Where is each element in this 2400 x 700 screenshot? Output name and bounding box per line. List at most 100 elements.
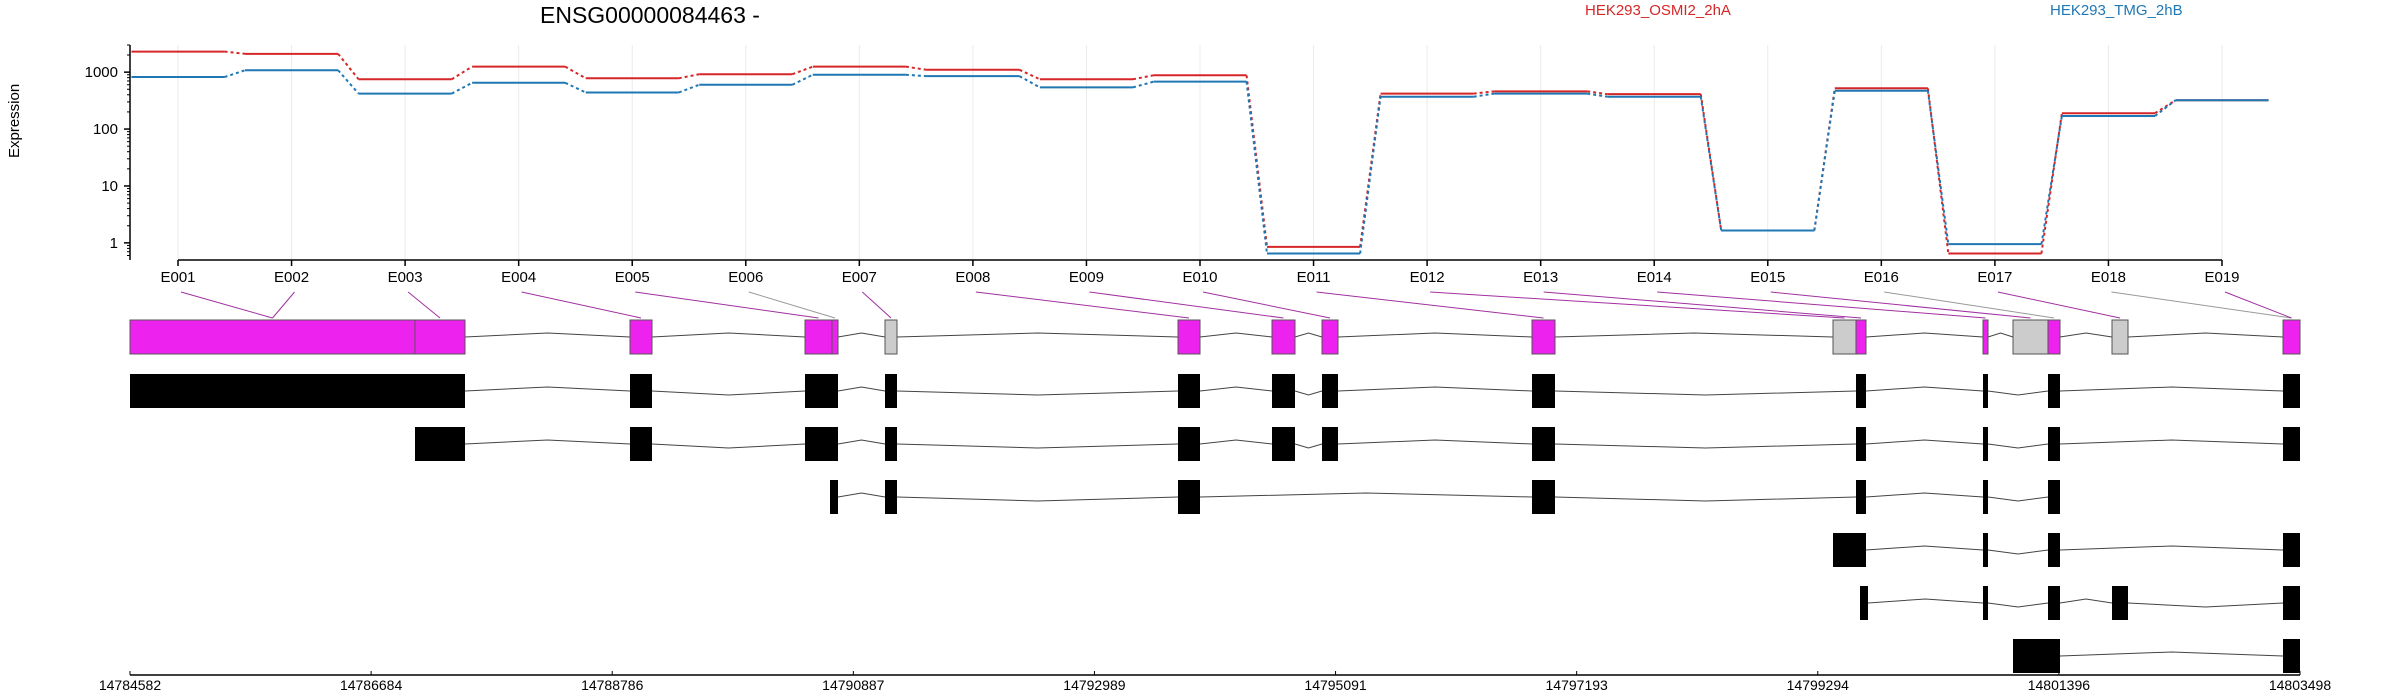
exon-block: [2048, 533, 2060, 567]
connector-E016: [1884, 291, 2055, 319]
intron-line: [2059, 439, 2284, 445]
exon-block: [1532, 374, 1555, 408]
intron-line: [1865, 492, 1984, 498]
connector-E017: [1997, 291, 2121, 319]
series-2: [131, 69, 2269, 255]
intron-overview: [2059, 332, 2113, 338]
intron-line: [2127, 602, 2284, 608]
series-2-connector: [1926, 90, 1950, 245]
legend-entry-series-1: HEK293_OSMI2_2hA: [1585, 2, 1731, 19]
intron-line: [1554, 443, 1857, 449]
connector-E015: [1770, 291, 2031, 319]
genome-axis: 14784582 14786684 14788786 14790887 14792989…: [99, 671, 2331, 693]
series-1-connector: [791, 65, 814, 76]
connector-E011: [1316, 291, 1544, 319]
intron-line: [464, 439, 631, 445]
intron-overview: [1337, 332, 1533, 338]
intron-line: [1865, 439, 1984, 445]
exon-block: [1532, 427, 1555, 461]
exon-block: [1983, 533, 1988, 567]
series-1-connector: [1019, 68, 1041, 81]
connector-E003: [407, 291, 441, 319]
axes: 1 10 100 1000 E001 E002 E003 E004 E005 E006 E007 E0…: [85, 44, 2240, 286]
series-2-connector: [451, 81, 473, 95]
y-tick-label-1: 1: [110, 235, 118, 252]
intron-line: [651, 443, 806, 449]
connector-E007: [861, 291, 892, 319]
intron-line: [464, 386, 631, 392]
intron-overview: [1865, 332, 1984, 338]
intron-line: [651, 390, 806, 396]
exon-overview-track: [129, 319, 2301, 355]
exon-block: [1322, 374, 1338, 408]
series-1-connector: [1473, 90, 1495, 95]
transcript-3: [830, 480, 2060, 514]
x-tick-label-E015: E015: [1750, 269, 1785, 286]
exon-block: [2048, 586, 2060, 620]
x-tick-label-E003: E003: [388, 269, 423, 286]
x-tick-label-E005: E005: [615, 269, 650, 286]
exon-block: [630, 374, 652, 408]
exon-block-7: [1177, 319, 1201, 355]
exon-block: [1272, 427, 1295, 461]
exon-block: [2048, 427, 2060, 461]
connector-E005: [635, 291, 819, 319]
genome-tick-label-14799294: 14799294: [1787, 677, 1850, 693]
intron-line: [837, 386, 886, 392]
exon-block: [1833, 533, 1866, 567]
exon-block: [805, 427, 838, 461]
intron-overview: [651, 332, 806, 338]
exon-block: [885, 480, 897, 514]
intron-line: [837, 492, 886, 498]
series-2-connector: [678, 83, 700, 94]
intron-line: [2059, 651, 2284, 657]
y-tick-label-100: 100: [93, 121, 118, 138]
series-2-connector: [2154, 99, 2177, 117]
x-tick-label-E007: E007: [842, 269, 877, 286]
connector-E012: [1430, 291, 1845, 319]
exon-block: [805, 374, 838, 408]
series-1-connector: [1926, 88, 1950, 254]
intron-line: [1199, 386, 1273, 392]
series-1-connector: [224, 50, 246, 55]
x-tick-label-E018: E018: [2091, 269, 2126, 286]
exon-block-13: [1982, 319, 1989, 355]
x-tick-label-E010: E010: [1182, 269, 1217, 286]
exon-block: [1856, 480, 1866, 514]
series-1-connector: [1132, 74, 1154, 81]
genome-tick-label-14784582: 14784582: [99, 677, 162, 693]
series-1-connector: [905, 65, 927, 71]
x-tick-label-E002: E002: [274, 269, 309, 286]
intron-line: [1987, 390, 2049, 396]
series-2-connector: [564, 81, 587, 94]
exon-block-17: [2282, 319, 2301, 355]
genome-tick-label-14790887: 14790887: [822, 677, 885, 693]
series-1-connector: [2154, 99, 2176, 115]
exon-block: [630, 427, 652, 461]
exon-block-12: [1855, 319, 1867, 355]
exon-block: [885, 374, 897, 408]
exon-block-10: [1531, 319, 1556, 355]
series-2-connector: [1359, 96, 1382, 254]
connector-E013: [1543, 291, 1862, 319]
exon-block-8: [1271, 319, 1296, 355]
exon-block: [1322, 427, 1338, 461]
exon-block: [1983, 480, 1988, 514]
series-2-connector: [1699, 96, 1723, 231]
intron-overview: [1987, 332, 2014, 338]
intron-line: [1987, 443, 2049, 449]
intron-line: [1987, 602, 2049, 608]
connector-E019: [2224, 291, 2292, 319]
series-1-connector: [564, 65, 587, 80]
exon-block: [2013, 639, 2060, 673]
exon-block: [1856, 427, 1866, 461]
intron-line: [2059, 386, 2284, 392]
intron-overview: [837, 332, 886, 338]
intron-line: [2059, 545, 2284, 551]
exon-block: [1272, 374, 1295, 408]
exon-block-5: [831, 319, 839, 355]
transcript-4: [1833, 533, 2300, 567]
intron-overview: [2127, 332, 2284, 338]
series-2-connector: [1132, 80, 1154, 89]
genome-tick-label-14792989: 14792989: [1063, 677, 1126, 693]
